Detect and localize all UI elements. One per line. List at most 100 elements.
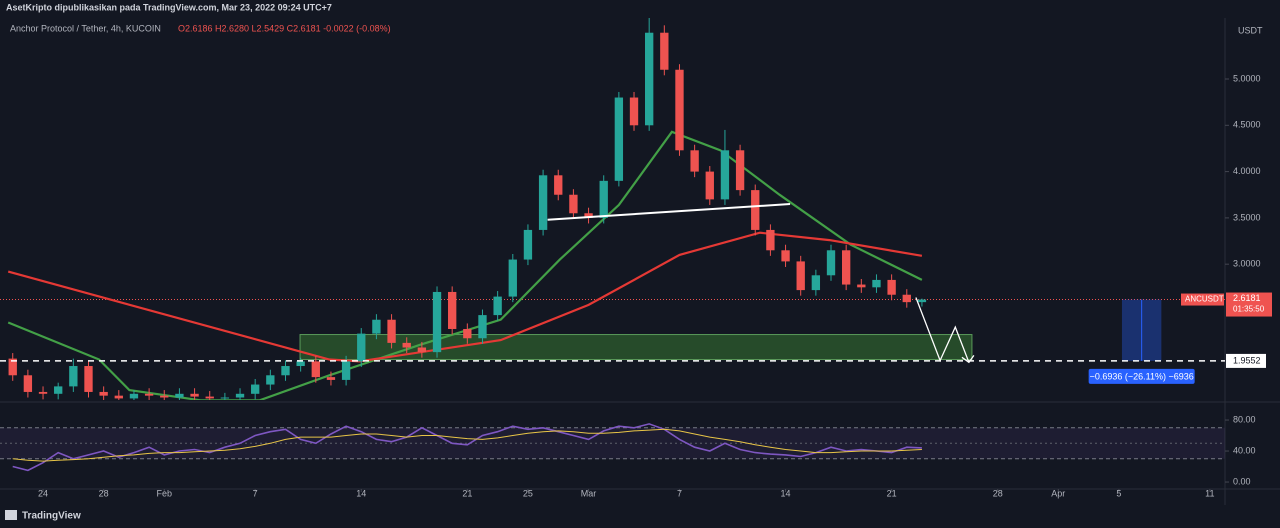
candle-body: [160, 395, 169, 398]
candle-body: [538, 175, 548, 230]
measure-label: −0.6936 (−26.11%) −6936: [1090, 371, 1194, 381]
candle-body: [751, 190, 760, 230]
moving-average: [7, 231, 923, 363]
unit-label: USDT: [1238, 25, 1263, 35]
x-tick-label: 21: [462, 488, 472, 498]
candle-body: [796, 261, 805, 291]
candle-body: [432, 291, 442, 353]
candle-body: [599, 180, 608, 218]
y-tick-label: 80.00: [1233, 414, 1256, 424]
candle-body: [841, 250, 851, 285]
x-tick-label: Mar: [581, 488, 597, 498]
moving-average: [7, 130, 923, 400]
candle-body: [857, 284, 866, 288]
measure-label-box: [1088, 368, 1195, 384]
candle-body: [23, 375, 33, 392]
candle-body: [326, 377, 336, 380]
x-tick-label: Apr: [1051, 488, 1065, 498]
candle-body: [8, 358, 17, 376]
candle-body: [478, 315, 487, 339]
candle-body: [872, 279, 881, 288]
candle-body: [129, 393, 139, 399]
y-tick-label: 4.0000: [1233, 166, 1261, 176]
candle-body: [660, 32, 669, 70]
pane: [0, 18, 1225, 400]
candle-body: [114, 395, 123, 399]
candle-body: [251, 384, 260, 394]
x-tick-label: 14: [781, 488, 791, 498]
y-tick-label: 5.0000: [1233, 73, 1261, 83]
projection-arrow: [915, 297, 970, 363]
candle-body: [281, 366, 290, 376]
candle-body: [69, 366, 78, 387]
candle-body: [402, 342, 411, 348]
y-tick-label: 4.5000: [1233, 120, 1261, 130]
symbol-title: Anchor Protocol / Tether, 4h, KUCOIN: [10, 23, 161, 33]
candle-body: [448, 291, 457, 329]
candle-body: [675, 69, 684, 151]
x-tick-label: 28: [99, 488, 109, 498]
candle-body: [735, 150, 745, 191]
candle-body: [569, 194, 578, 214]
candle-body: [387, 319, 396, 343]
candle-body: [205, 396, 214, 399]
trendline: [547, 203, 791, 221]
candle-body: [493, 296, 502, 316]
candle-body: [144, 393, 154, 396]
y-tick-label: 40.00: [1233, 445, 1256, 455]
target-label: 1.9552: [1233, 355, 1261, 365]
candle-body: [220, 397, 230, 399]
candle-body: [826, 250, 836, 276]
x-tick-label: 7: [253, 488, 258, 498]
x-tick-label: 25: [523, 488, 533, 498]
candle-body: [266, 375, 275, 385]
candle-body: [781, 250, 790, 262]
candle-body: [584, 213, 593, 218]
x-tick-label: 28: [993, 488, 1003, 498]
ohlc: O2.6186 H2.6280 L2.5429 C2.6181 -0.0022 …: [178, 23, 391, 33]
candle-body: [38, 391, 48, 394]
candle-body: [417, 347, 427, 353]
pane: [0, 423, 1225, 472]
x-tick-label: 5: [1116, 488, 1121, 498]
candle-body: [629, 97, 639, 126]
publisher: AsetKripto dipublikasikan pada TradingVi…: [6, 2, 332, 12]
x-tick-label: 14: [356, 488, 366, 498]
y-tick-label: 3.0000: [1233, 259, 1261, 269]
candle-body: [357, 333, 366, 362]
candle-body: [463, 328, 472, 339]
arrow-head: [961, 354, 975, 364]
brand: TradingView: [22, 511, 81, 522]
y-tick-label: 0.00: [1233, 476, 1251, 486]
candle-body: [235, 393, 245, 398]
candle-body: [84, 366, 93, 392]
candle-body: [372, 319, 381, 334]
candle-body: [508, 259, 517, 297]
candle-body: [766, 229, 775, 251]
candle-body: [99, 391, 108, 396]
candle-body: [341, 361, 351, 380]
candle-body: [54, 386, 63, 394]
candle-body: [887, 279, 896, 295]
candle-body: [705, 171, 714, 200]
brand-logo: [5, 510, 17, 520]
candle-body: [554, 175, 563, 195]
x-tick-label: 24: [38, 488, 48, 498]
x-tick-label: 11: [1205, 488, 1214, 498]
target-label-box: [1226, 353, 1266, 368]
rsi-line: [12, 423, 922, 472]
candle-body: [811, 275, 821, 291]
candle-body: [296, 361, 305, 367]
x-tick-label: 21: [887, 488, 897, 498]
candle-body: [645, 32, 654, 126]
countdown: 01:35:50: [1233, 305, 1265, 314]
candle-body: [523, 229, 533, 260]
symbol-label: ANCUSDT: [1185, 295, 1224, 304]
candle-body: [917, 299, 927, 303]
last-price-box: [1226, 292, 1272, 317]
candle-body: [311, 361, 320, 378]
symbol-label-box: [1181, 293, 1224, 306]
